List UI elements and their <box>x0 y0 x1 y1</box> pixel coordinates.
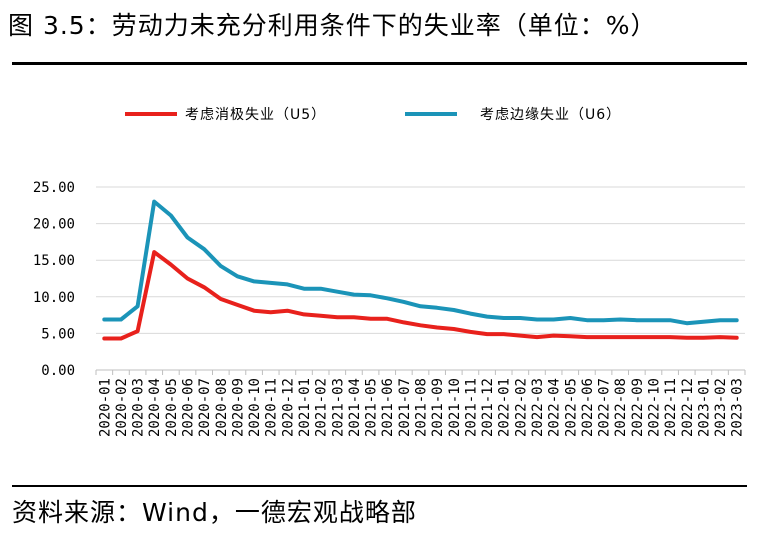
x-tick-label: 2023-03 <box>730 378 746 437</box>
x-tick-label: 2023-02 <box>713 378 729 437</box>
top-divider <box>12 62 747 65</box>
x-axis <box>95 369 746 375</box>
figure-title: 图 3.5：劳动力未充分利用条件下的失业率（单位：%） <box>8 11 657 40</box>
x-tick-label: 2022-05 <box>563 378 579 437</box>
x-tick-label: 2021-03 <box>330 378 346 437</box>
y-tick-label: 20.00 <box>33 217 75 233</box>
x-tick-label: 2023-01 <box>696 378 712 437</box>
y-tick-label: 0.00 <box>41 363 75 379</box>
series-line-u6 <box>102 199 739 326</box>
x-tick-label: 2021-07 <box>397 378 413 437</box>
x-tick-label: 2021-09 <box>430 378 446 437</box>
source-note: 资料来源：Wind，一德宏观战略部 <box>12 498 417 527</box>
x-tick-label: 2020-04 <box>147 378 163 437</box>
x-tick-label: 2022-03 <box>530 378 546 437</box>
y-tick-label: 10.00 <box>33 290 75 306</box>
x-tick-label: 2020-07 <box>197 378 213 437</box>
x-tick-label: 2022-10 <box>646 378 662 437</box>
x-tick-label: 2022-04 <box>547 378 563 437</box>
x-tick-label: 2020-12 <box>280 378 296 437</box>
x-tick-label: 2022-09 <box>630 378 646 437</box>
series-lines <box>102 199 739 341</box>
series-line-u5 <box>102 250 739 341</box>
x-tick-label: 2020-09 <box>230 378 246 437</box>
legend: 考虑消极失业（U5） 考虑边缘失业（U6） <box>125 107 621 123</box>
x-tick-label: 2022-12 <box>680 378 696 437</box>
x-tick-label: 2022-08 <box>613 378 629 437</box>
x-tick-label: 2022-06 <box>580 378 596 437</box>
x-tick-label: 2022-07 <box>597 378 613 437</box>
x-tick-label: 2020-06 <box>181 378 197 437</box>
x-tick-label: 2021-01 <box>297 378 313 437</box>
x-tick-label: 2022-11 <box>663 378 679 437</box>
x-tick-label: 2021-04 <box>347 378 363 437</box>
y-tick-label: 5.00 <box>41 326 75 342</box>
x-tick-label: 2022-01 <box>497 378 513 437</box>
x-tick-label: 2020-08 <box>214 378 230 437</box>
x-tick-label: 2021-05 <box>364 378 380 437</box>
x-tick-label: 2020-03 <box>131 378 147 437</box>
x-tick-label: 2020-11 <box>264 378 280 437</box>
gridlines <box>96 186 745 334</box>
y-axis-labels: 0.00 5.00 10.00 15.00 20.00 25.00 <box>33 180 75 379</box>
x-tick-label: 2020-02 <box>114 378 130 437</box>
x-tick-label: 2020-05 <box>164 378 180 437</box>
y-tick-label: 15.00 <box>33 253 75 269</box>
x-tick-label: 2021-12 <box>480 378 496 437</box>
y-tick-label: 25.00 <box>33 180 75 196</box>
legend-label: 考虑消极失业（U5） <box>185 107 326 123</box>
bottom-divider <box>12 485 747 487</box>
x-tick-label: 2021-08 <box>414 378 430 437</box>
x-tick-label: 2020-10 <box>247 378 263 437</box>
x-tick-label: 2021-11 <box>463 378 479 437</box>
x-tick-label: 2020-01 <box>97 378 113 437</box>
x-tick-label: 2021-06 <box>380 378 396 437</box>
x-tick-label: 2022-02 <box>513 378 529 437</box>
x-tick-label: 2021-10 <box>447 378 463 437</box>
x-tick-label: 2021-02 <box>314 378 330 437</box>
legend-label: 考虑边缘失业（U6） <box>480 107 621 123</box>
x-axis-labels: 2020-01 2020-02 2020-03 2020-04 2020-05 2020-… <box>97 378 745 437</box>
